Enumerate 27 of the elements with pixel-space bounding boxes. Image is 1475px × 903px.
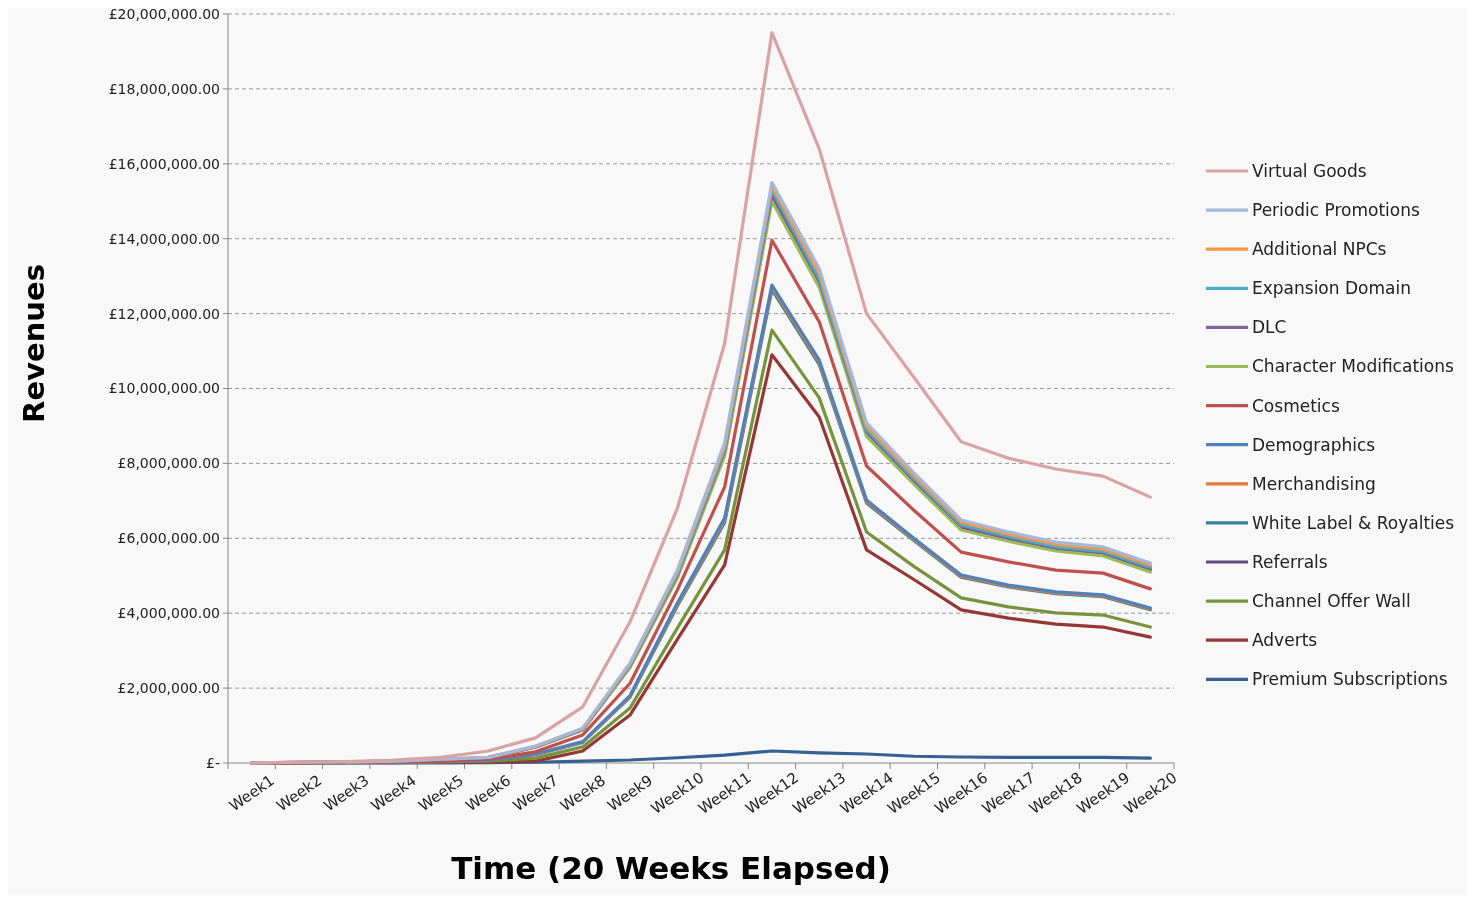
y-tick-label: £-: [206, 754, 220, 771]
y-tick-label: £8,000,000.00: [117, 455, 220, 472]
legend-label: White Label & Royalties: [1252, 512, 1455, 533]
y-tick-label: £4,000,000.00: [117, 605, 220, 622]
legend-label: Referrals: [1252, 551, 1328, 572]
y-tick-label: £16,000,000.00: [108, 155, 220, 172]
legend-label: Merchandising: [1252, 473, 1376, 494]
y-tick-label: £10,000,000.00: [108, 380, 220, 397]
legend-label: Demographics: [1252, 434, 1376, 455]
legend-label: Adverts: [1252, 630, 1318, 651]
legend-label: Periodic Promotions: [1252, 200, 1420, 221]
legend-label: Cosmetics: [1252, 395, 1340, 416]
y-tick-label: £18,000,000.00: [108, 80, 220, 97]
y-tick-label: £2,000,000.00: [117, 680, 220, 696]
legend-label: Additional NPCs: [1252, 239, 1387, 260]
legend-label: Expansion Domain: [1252, 278, 1411, 299]
legend-label: Premium Subscriptions: [1252, 669, 1448, 690]
x-axis-title: Time (20 Weeks Elapsed): [451, 850, 891, 886]
y-axis-title: Revenues: [17, 264, 51, 423]
legend-label: Character Modifications: [1252, 356, 1454, 377]
legend-label: DLC: [1252, 317, 1287, 338]
y-tick-label: £6,000,000.00: [117, 530, 220, 547]
legend-label: Virtual Goods: [1252, 160, 1367, 181]
legend-label: Channel Offer Wall: [1252, 591, 1411, 612]
y-tick-label: £14,000,000.00: [108, 230, 220, 247]
y-tick-label: £20,000,000.00: [108, 5, 220, 22]
y-tick-label: £12,000,000.00: [108, 305, 220, 322]
